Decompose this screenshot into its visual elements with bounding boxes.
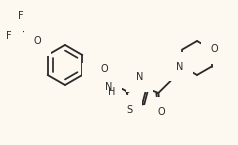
Text: O: O xyxy=(34,36,41,46)
Text: O: O xyxy=(158,107,165,117)
Text: S: S xyxy=(126,105,132,115)
Text: N: N xyxy=(176,61,183,71)
Text: F: F xyxy=(18,11,24,21)
Text: O: O xyxy=(211,45,218,55)
Text: N: N xyxy=(136,72,143,82)
Text: H: H xyxy=(108,87,115,97)
Text: O: O xyxy=(100,84,108,94)
Text: F: F xyxy=(8,20,14,30)
Text: N: N xyxy=(105,82,112,92)
Text: O: O xyxy=(100,64,108,74)
Text: S: S xyxy=(93,74,100,84)
Text: F: F xyxy=(6,31,11,41)
